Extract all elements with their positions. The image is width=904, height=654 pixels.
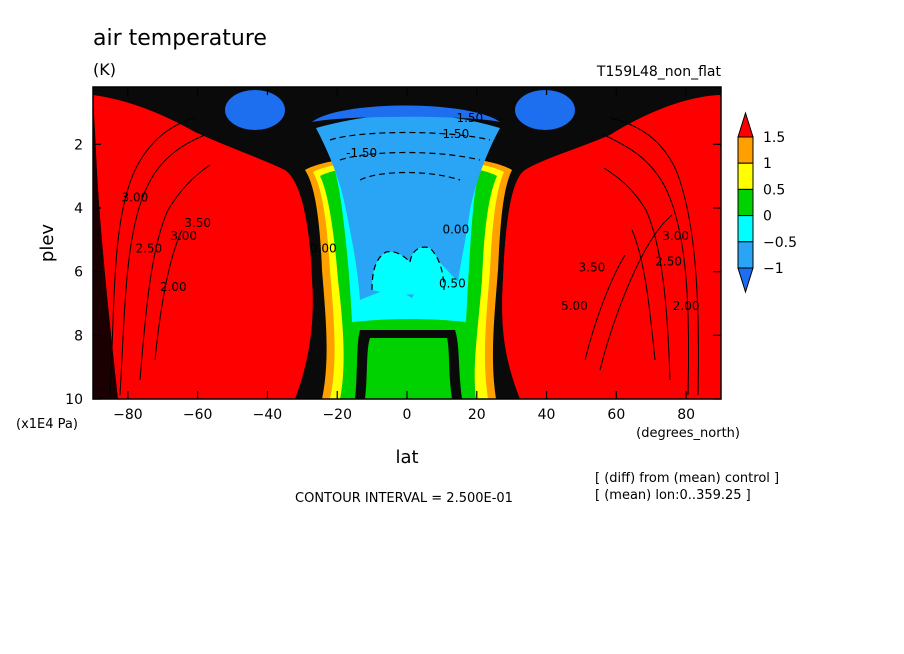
run-label: T159L48_non_flat xyxy=(596,64,722,80)
contour-interval: CONTOUR INTERVAL = 2.500E-01 xyxy=(295,491,513,506)
contour-labels: 3.003.003.502.502.001.501.50-1.500.000.0… xyxy=(122,111,700,313)
colorbar-box xyxy=(737,136,754,164)
colorbar-arrow-top xyxy=(737,111,754,138)
contour-label: 1.50 xyxy=(442,127,469,141)
y-tick-label: 6 xyxy=(74,265,83,281)
field-lightblue xyxy=(316,114,500,300)
y-tick-label: 10 xyxy=(65,392,83,408)
contour-label: 0.00 xyxy=(310,242,337,256)
colorbar-box xyxy=(737,241,754,269)
contour-label: 0.50 xyxy=(439,277,466,291)
x-tick-label: −20 xyxy=(322,407,352,423)
y-tick-label: 8 xyxy=(74,328,83,344)
colorbar-box xyxy=(737,188,754,217)
contour-label: 3.50 xyxy=(579,261,606,275)
colorbar-label: 1 xyxy=(763,156,772,172)
x-tick-label: 20 xyxy=(468,407,486,423)
contour-label: 5.00 xyxy=(561,299,588,313)
field-red-left xyxy=(93,100,305,399)
contour-label: 2.00 xyxy=(673,299,700,313)
field-cyan-pocket xyxy=(372,247,444,295)
x-tick-label: −60 xyxy=(183,407,213,423)
x-tick-label: 60 xyxy=(607,407,625,423)
field-black-band-left xyxy=(93,87,118,399)
contour-label: 2.50 xyxy=(655,254,682,268)
contour-lines xyxy=(109,117,699,396)
note-diff: [ (diff) from (mean) control ] xyxy=(595,471,779,486)
contour-label: 3.00 xyxy=(662,229,689,243)
colorbar-box xyxy=(737,162,754,190)
contour-label: 2.00 xyxy=(160,280,187,294)
colorbar-box xyxy=(737,215,754,243)
plot-area: 3.003.003.502.502.001.501.50-1.500.000.0… xyxy=(93,87,721,399)
y-tick-label: 2 xyxy=(74,137,83,153)
colorbar-label: 1.5 xyxy=(763,130,785,146)
x-tick-label: 80 xyxy=(677,407,695,423)
x-tick-label: 0 xyxy=(403,407,412,423)
field-blue-blob-left xyxy=(225,90,285,130)
contour-label: 3.00 xyxy=(170,229,197,243)
field-inner-green xyxy=(365,338,452,399)
x-tick-label: 40 xyxy=(538,407,556,423)
contour-label: 3.00 xyxy=(122,191,149,205)
contour-label: 3.50 xyxy=(184,216,211,230)
field-blue-blob-right xyxy=(515,90,575,130)
field-red-right xyxy=(502,95,721,399)
contour-label: -1.50 xyxy=(346,146,377,160)
contour-label: 2.50 xyxy=(135,242,162,256)
chart-units: (K) xyxy=(93,60,116,79)
note-mean: [ (mean) lon:0..359.25 ] xyxy=(595,488,751,503)
chart-title: air temperature xyxy=(93,26,267,51)
colorbar-arrow-bottom xyxy=(737,267,754,294)
y-axis-ticks: 2 4 6 8 10 xyxy=(65,137,721,408)
x-tick-label: −40 xyxy=(253,407,283,423)
y-axis-title: plev xyxy=(37,224,58,263)
contour-label: 0.00 xyxy=(442,222,469,236)
colorbar-label: 0.5 xyxy=(763,182,785,198)
contour-label: 1.50 xyxy=(456,111,483,125)
colorbar-label: 0 xyxy=(763,209,772,225)
y-tick-label: 4 xyxy=(74,201,83,217)
field-blue-top xyxy=(312,105,500,122)
colorbar-label: −0.5 xyxy=(763,235,797,251)
x-axis-ticks: −80 −60 −40 −20 0 20 40 60 80 xyxy=(113,87,695,423)
y-axis-units: (x1E4 Pa) xyxy=(16,417,78,432)
colorbar-label: −1 xyxy=(763,261,784,277)
dashed-contours xyxy=(329,131,491,291)
x-axis-units: (degrees_north) xyxy=(636,426,740,441)
x-tick-label: −80 xyxy=(113,407,143,423)
x-axis-title: lat xyxy=(395,447,418,468)
colorbar: −1 −0.5 0 0.5 1 1.5 xyxy=(737,111,797,294)
